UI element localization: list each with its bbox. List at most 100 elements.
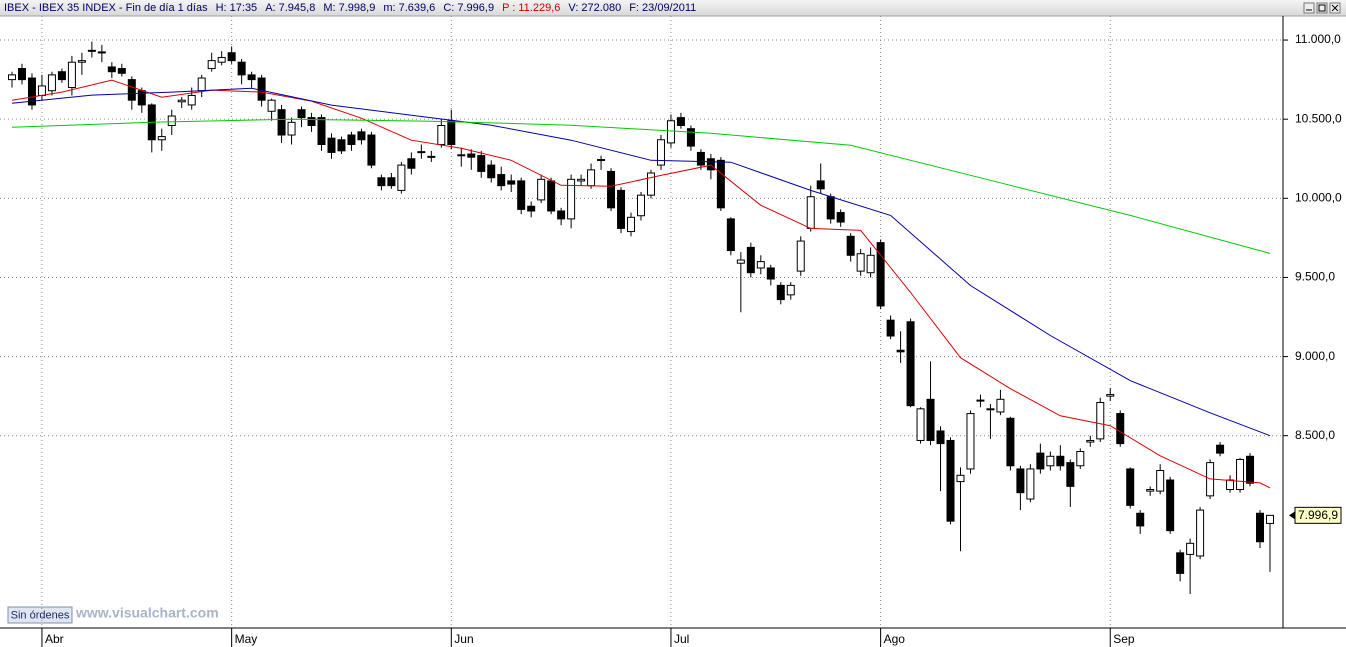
candle-body: [67, 61, 76, 89]
candle-body: [836, 212, 845, 223]
candle-body: [197, 77, 206, 92]
orders-button-label[interactable]: Sin órdenes: [11, 609, 70, 621]
candle-body: [1096, 401, 1105, 440]
orders-button[interactable]: [7, 606, 73, 624]
candle-body: [656, 139, 665, 166]
candle-body: [796, 240, 805, 272]
candle-body: [976, 399, 985, 402]
candle-body: [1156, 470, 1165, 492]
info-item: M: 7.998,9: [323, 2, 375, 14]
candle-body: [557, 210, 566, 220]
candle-body: [487, 164, 496, 179]
candle-body: [27, 77, 36, 106]
candle-body: [597, 159, 606, 162]
candle-body: [1226, 479, 1235, 491]
minimize-button[interactable]: [1303, 2, 1315, 14]
candle-body: [926, 398, 935, 441]
candle-body: [227, 52, 236, 62]
info-item: C: 7.996,9: [443, 2, 494, 14]
candle-body: [866, 254, 875, 274]
candle-body: [567, 178, 576, 220]
y-tick-label: 10.000,0: [1295, 190, 1342, 204]
plot: 8.500,0 9.000,0 9.500,0 10.000,0 10.500,0 11.…: [0, 16, 1342, 647]
candle-body: [1086, 439, 1095, 443]
candle-body: [1196, 509, 1205, 557]
candle-body: [1186, 542, 1195, 555]
candle-body: [237, 61, 246, 76]
candle-body: [1176, 552, 1185, 574]
candle-body: [956, 474, 965, 483]
candle-body: [826, 196, 835, 220]
candle-body: [317, 117, 326, 146]
candle-body: [1136, 512, 1145, 527]
candle-body: [946, 439, 955, 522]
header-bar: [0, 0, 1346, 16]
candle-body: [906, 321, 915, 407]
candle-body: [1076, 451, 1085, 467]
candle-body: [696, 151, 705, 166]
watermark: www.visualchart.com: [75, 605, 219, 621]
candle-body: [686, 128, 695, 147]
average-line: [11, 87, 1271, 437]
candle-body: [527, 205, 536, 212]
candle-body: [397, 164, 406, 191]
candle-body: [936, 430, 945, 445]
candle-body: [776, 284, 785, 301]
candle-body: [1246, 455, 1255, 484]
candle-body: [337, 139, 346, 152]
candle-body: [1036, 452, 1045, 470]
candle-body: [996, 398, 1005, 413]
candle-body: [87, 49, 96, 52]
y-tick-label: 9.500,0: [1295, 270, 1335, 284]
candle-body: [447, 120, 456, 146]
candle-body: [1016, 468, 1025, 494]
candle-body: [507, 180, 516, 185]
candle-body: [706, 158, 715, 171]
candle-body: [736, 259, 745, 264]
x-tick-label: Abr: [45, 632, 64, 646]
candle-body: [627, 216, 636, 233]
candle-body: [1146, 489, 1155, 492]
candle-body: [217, 56, 226, 63]
candle-body: [1026, 468, 1035, 500]
candle-body: [457, 154, 466, 157]
candle-body: [876, 242, 885, 307]
candle-body: [756, 261, 765, 269]
candle-body: [477, 155, 486, 172]
candle-body: [267, 99, 276, 112]
x-tick-label: Sep: [1113, 632, 1135, 646]
y-tick-label: 9.000,0: [1295, 349, 1335, 363]
candle-body: [1106, 394, 1115, 397]
candle-body: [377, 177, 386, 187]
info-item: A: 7.945,8: [265, 2, 315, 14]
candle-body: [37, 85, 46, 96]
candle-body: [816, 180, 825, 190]
candle-body: [177, 99, 186, 103]
candle-body: [17, 68, 26, 81]
candle-body: [407, 158, 416, 169]
candle-body: [1066, 462, 1075, 487]
candle-body: [307, 117, 316, 127]
average-line: [11, 79, 1271, 489]
window-buttons[interactable]: [1303, 2, 1341, 14]
candle-body: [207, 60, 216, 70]
candle-body: [1216, 444, 1225, 454]
candle-body: [746, 246, 755, 274]
candle-body: [357, 131, 366, 141]
candle-body: [97, 51, 106, 54]
candle-body: [8, 74, 16, 81]
x-tick-label: Jul: [674, 632, 689, 646]
candle-body: [617, 189, 626, 229]
x-tick-label: Jun: [454, 632, 473, 646]
candle-body: [1046, 455, 1055, 467]
maximize-button[interactable]: [1316, 2, 1328, 14]
y-tick-label: 10.500,0: [1295, 111, 1342, 125]
candle-body: [856, 253, 865, 272]
candle-body: [896, 349, 905, 353]
candle-body: [646, 172, 655, 196]
candle-body: [1056, 455, 1065, 467]
last-price-pointer: [1289, 511, 1295, 520]
info-item: IBEX - IBEX 35 INDEX - Fin de día 1 días: [4, 2, 208, 14]
candle-body: [846, 235, 855, 256]
